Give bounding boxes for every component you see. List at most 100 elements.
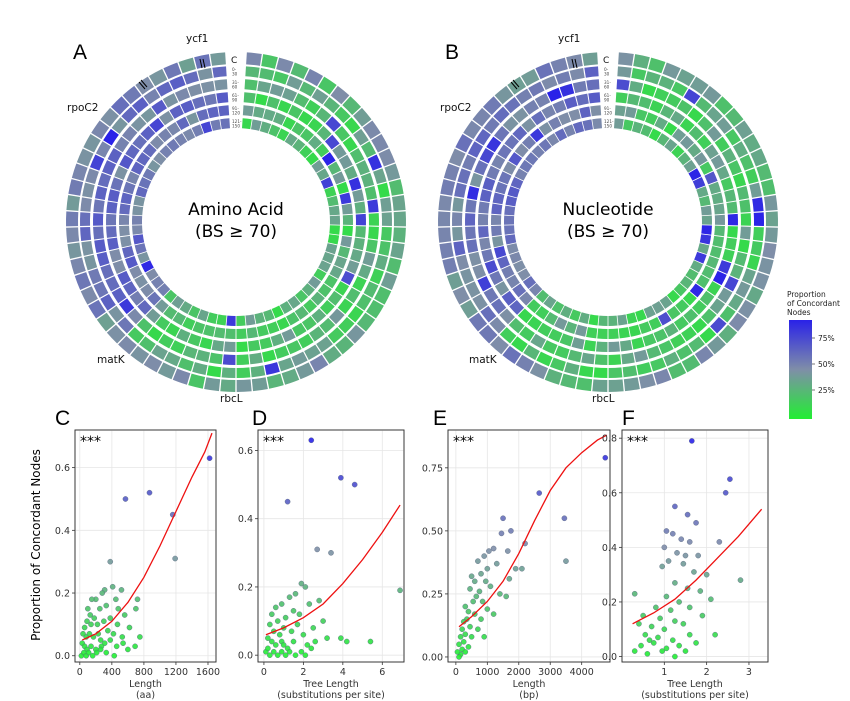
ring-segment	[643, 305, 656, 319]
ring-segment	[765, 211, 778, 227]
data-point	[697, 588, 704, 594]
panel-label-a: A	[73, 41, 87, 64]
ring-segment	[96, 312, 116, 332]
ring-segment	[666, 305, 681, 320]
ring-segment	[714, 136, 730, 153]
data-point	[462, 631, 469, 638]
ring-segment	[681, 326, 697, 342]
ring-segment	[740, 226, 751, 240]
data-point	[103, 649, 110, 656]
ring-segment	[543, 295, 557, 309]
ring-segment	[178, 57, 196, 74]
ring-segment	[281, 368, 300, 385]
ring-segment	[448, 148, 466, 167]
ring-segment	[311, 308, 327, 324]
ring-segment	[163, 289, 178, 303]
data-point	[270, 648, 277, 655]
y-tick-label: 0.2	[55, 589, 70, 600]
ring-segment	[94, 185, 108, 200]
ring-segment	[164, 351, 181, 367]
ring-segment	[304, 344, 321, 360]
ring-segment	[704, 144, 719, 160]
data-point	[312, 638, 319, 645]
ring-segment	[159, 145, 173, 159]
ring-segment	[583, 339, 596, 352]
ring-segment	[246, 327, 258, 339]
y-tick-label: 0.4	[238, 514, 253, 525]
ring-segment	[171, 295, 185, 309]
ring-segment	[174, 133, 188, 147]
ring-segment	[746, 286, 764, 305]
ring-segment	[392, 227, 406, 243]
ring-segment	[741, 268, 756, 285]
ring-segment	[153, 152, 167, 166]
ring-segment	[117, 270, 132, 286]
data-point	[602, 454, 609, 461]
ring-segment	[325, 243, 338, 255]
ring-segment	[121, 246, 135, 259]
ring-segment	[392, 195, 406, 211]
ring-segment	[380, 197, 392, 212]
ring-segment	[631, 337, 645, 350]
data-point	[320, 618, 326, 624]
ring-segment	[151, 99, 167, 115]
ring-segment	[616, 79, 630, 91]
ring-segment	[530, 333, 546, 349]
ring-segment	[188, 305, 201, 319]
data-point	[482, 578, 489, 585]
data-point	[367, 638, 374, 645]
ring-segment	[564, 362, 580, 375]
ring-segment	[673, 316, 689, 331]
ring-segment	[216, 314, 227, 326]
ring-segment	[756, 163, 773, 181]
x-tick-label: 3	[746, 667, 752, 678]
ring-segment	[236, 367, 251, 378]
data-point	[338, 474, 344, 481]
ring-segment	[179, 300, 193, 314]
ring-segment	[236, 379, 252, 392]
ring-segment	[293, 93, 310, 108]
data-point	[302, 652, 309, 658]
ring-segment	[136, 317, 153, 334]
ring-segment	[752, 272, 770, 290]
ring-segment	[704, 171, 718, 185]
ring-segment	[738, 299, 756, 319]
ring-segment	[298, 333, 314, 349]
ring-segment	[276, 317, 290, 331]
ring-segment	[651, 300, 665, 314]
ring-label: 91-	[604, 106, 611, 111]
data-point	[132, 643, 138, 650]
data-point	[653, 604, 659, 611]
ring-segment	[344, 165, 358, 180]
ring-segment	[345, 287, 361, 304]
ring-segment	[529, 362, 549, 380]
ring-segment	[654, 116, 668, 131]
ring-segment	[315, 107, 332, 123]
ring-segment	[194, 54, 211, 69]
ring-segment	[93, 281, 109, 298]
ring-segment	[564, 96, 578, 110]
ring-segment	[538, 121, 553, 136]
ring-segment	[135, 186, 148, 198]
ring-segment	[354, 201, 366, 214]
ring-segment	[157, 283, 171, 297]
ring-segment	[187, 333, 202, 347]
ring-segment	[236, 315, 246, 326]
ring-segment	[513, 260, 526, 273]
ring-segment	[362, 251, 376, 267]
fit-curve	[81, 432, 213, 641]
ring-segment	[701, 308, 717, 325]
data-point	[674, 550, 680, 556]
ring-segment	[109, 248, 122, 263]
ring-segment	[276, 57, 294, 74]
ring-segment	[132, 215, 143, 225]
ring-segment	[719, 305, 736, 323]
data-point	[119, 634, 126, 640]
ring-segment	[467, 141, 484, 158]
data-point	[99, 590, 106, 596]
ring-segment	[120, 192, 133, 205]
ring-segment	[182, 128, 196, 142]
ring-segment	[743, 134, 761, 153]
data-point	[506, 575, 513, 582]
ring-segment	[278, 357, 295, 372]
